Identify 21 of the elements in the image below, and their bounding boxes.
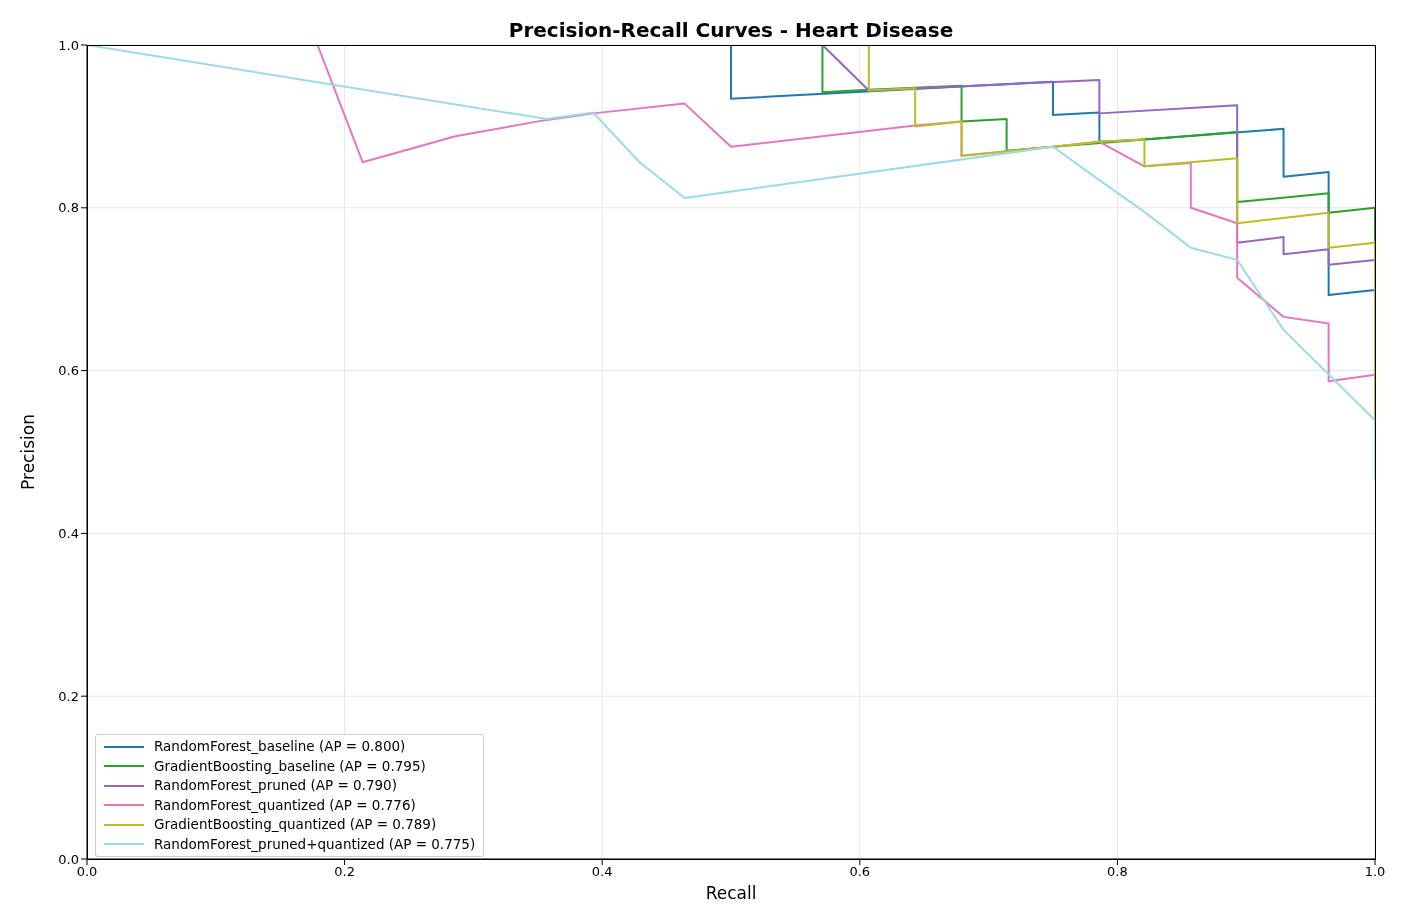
x-tick-label: 0.2 (334, 864, 355, 880)
x-tick-label: 1.0 (1364, 864, 1386, 880)
legend-label: RandomForest_pruned (AP = 0.790) (154, 776, 397, 795)
y-tick-label: 0.0 (58, 851, 79, 867)
legend-label: GradientBoosting_quantized (AP = 0.789) (154, 815, 437, 834)
y-tick-label: 0.2 (58, 688, 79, 704)
x-tick-label: 0.4 (591, 864, 613, 880)
x-tick-label: 0.8 (1107, 864, 1128, 880)
y-tick-label: 0.6 (58, 363, 79, 379)
legend-label: RandomForest_baseline (AP = 0.800) (154, 737, 406, 756)
chart-title: Precision-Recall Curves - Heart Disease (507, 18, 955, 42)
legend-label: RandomForest_pruned+quantized (AP = 0.775) (154, 834, 476, 854)
x-tick-label: 0.6 (849, 864, 871, 880)
y-tick-label: 0.8 (58, 200, 79, 216)
x-tick-label: 0.0 (76, 864, 98, 880)
y-axis-title: Precision (18, 414, 39, 490)
legend-label: RandomForest_quantized (AP = 0.776) (154, 795, 416, 815)
x-axis-title: Recall (705, 883, 757, 903)
y-tick-label: 1.0 (58, 37, 79, 53)
legend-label: GradientBoosting_baseline (AP = 0.795) (154, 756, 426, 776)
y-tick-label: 0.4 (58, 526, 79, 542)
